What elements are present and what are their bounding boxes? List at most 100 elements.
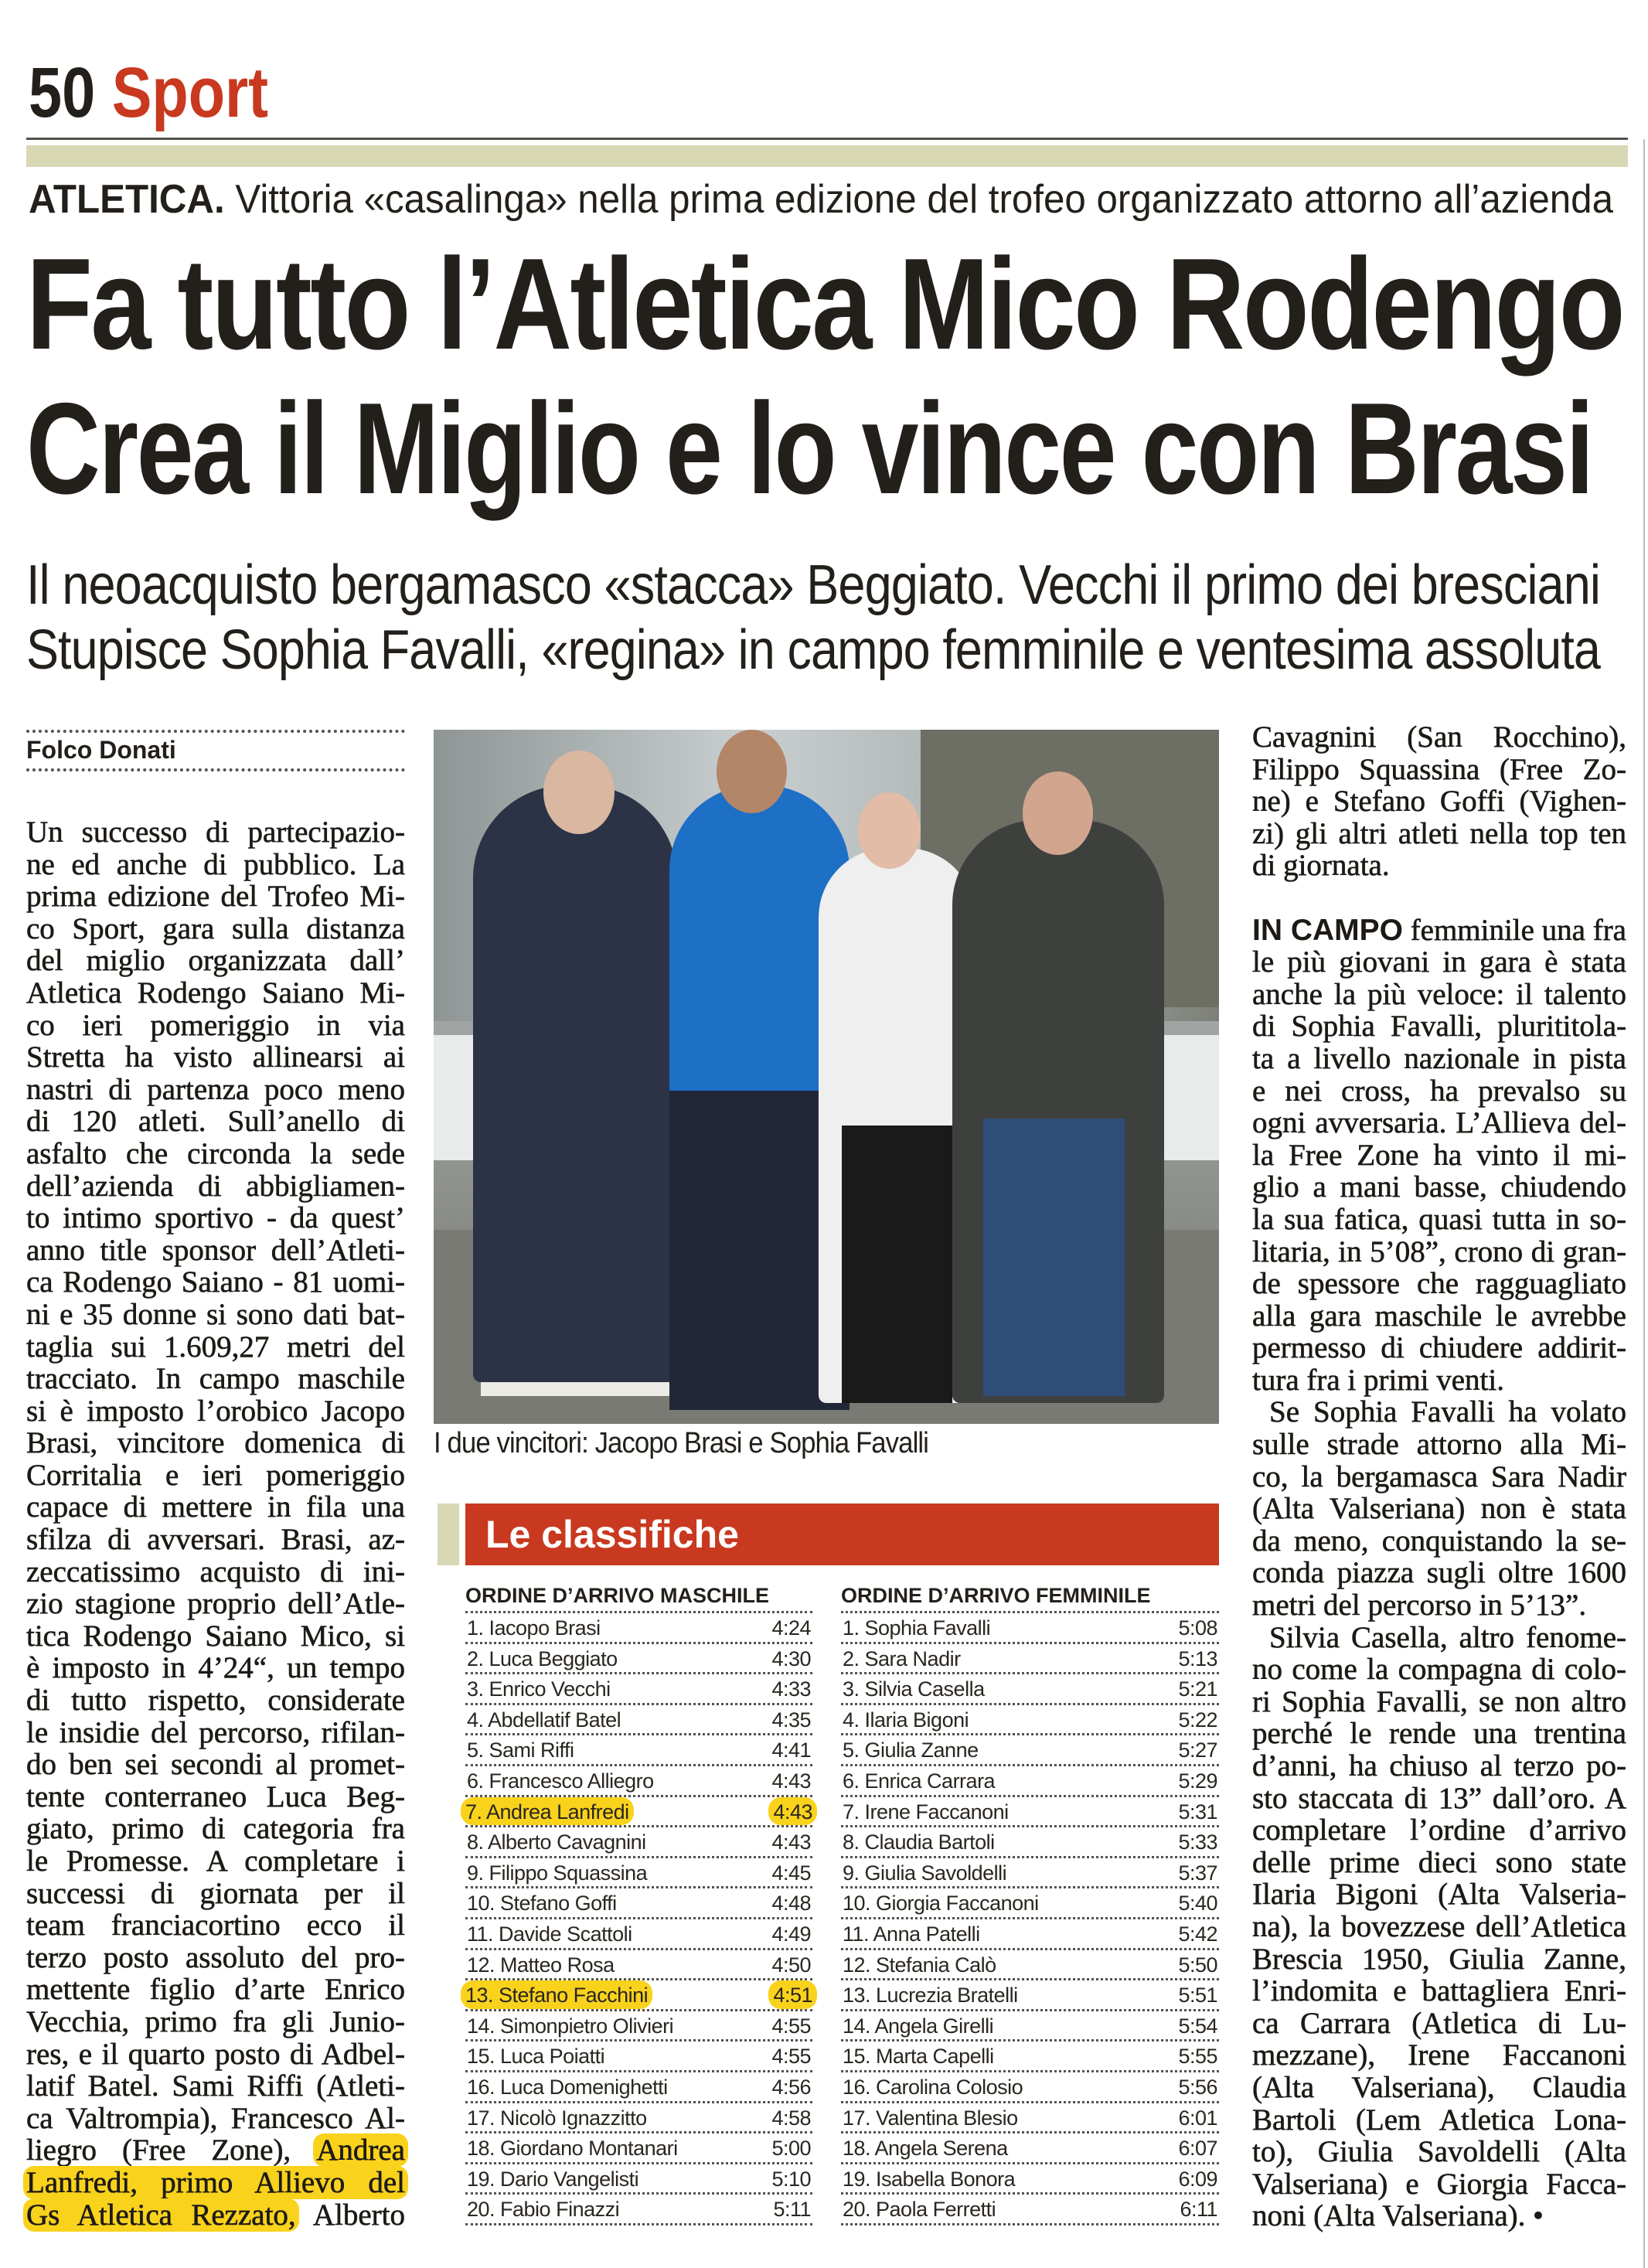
text-line: (Alta Valseriana), Claudia — [1252, 2070, 1627, 2104]
result-row: 15. Marta Capelli 5:55 — [841, 2042, 1219, 2072]
athlete-name: 17. Nicolò Ignazzitto — [467, 2106, 647, 2130]
results-title-bar: Le classifiche — [465, 1503, 1219, 1565]
text-line: IN CAMPO femminile una fra — [1252, 913, 1626, 947]
text-line: ca Carrara (Atletica di Lu- — [1252, 2006, 1627, 2040]
result-row: 5. Sami Riffi 4:41 — [465, 1735, 812, 1766]
finish-time: 4:35 — [771, 1708, 811, 1732]
person-1-head — [543, 750, 615, 834]
text-line: permesso di chiudere addirit- — [1252, 1331, 1627, 1365]
finish-time: 4:48 — [771, 1892, 811, 1916]
finish-time: 4:55 — [771, 2014, 811, 2038]
athlete-name: 10. Stefano Goffi — [467, 1892, 617, 1916]
athlete-name: 8. Alberto Cavagnini — [467, 1830, 646, 1854]
text-line: tura fra i primi venti. — [1252, 1363, 1505, 1397]
results-title: Le classifiche — [485, 1513, 739, 1556]
text-line: Lanfredi, primo Allievo del — [23, 2165, 408, 2199]
finish-time: 4:33 — [771, 1677, 811, 1701]
text-line: noni (Alta Valseriana). • — [1252, 2199, 1544, 2233]
text-line: anche la più veloce: il talento — [1252, 977, 1627, 1011]
text-line: co, la bergamasca Sara Nadir — [1252, 1459, 1627, 1493]
result-row: 20. Fabio Finazzi 5:11 — [465, 2195, 812, 2225]
text-line: sfilza di avversari. Brasi, az- — [26, 1523, 406, 1557]
text-line: na), la bovezzese dell’Atletica — [1252, 1909, 1627, 1943]
text-line: ta a livello nazionale in pista — [1252, 1041, 1627, 1075]
text-line: è imposto in 4’24“, un tempo — [26, 1651, 406, 1685]
athlete-name: 4. Ilaria Bigoni — [843, 1708, 969, 1732]
kicker-text: Vittoria «casalinga» nella prima edizion… — [224, 177, 1613, 222]
finish-time: 4:45 — [771, 1861, 811, 1885]
athlete-name: 4. Abdellatif Batel — [467, 1708, 621, 1732]
page-number: 50 — [29, 53, 96, 132]
finish-time: 4:56 — [771, 2075, 811, 2099]
athlete-name: 14. Simonpietro Olivieri — [467, 2014, 674, 2038]
athlete-name: 7. Andrea Lanfredi — [461, 1796, 634, 1826]
athlete-name: 12. Matteo Rosa — [467, 1953, 615, 1977]
finish-time: 5:42 — [1178, 1922, 1217, 1946]
finish-time: 6:07 — [1178, 2137, 1217, 2161]
athlete-name: 2. Sara Nadir — [843, 1647, 961, 1670]
text-line: terzo posto assoluto del pro- — [26, 1940, 406, 1974]
result-row: 7. Irene Faccanoni 5:31 — [841, 1797, 1219, 1828]
text-line: conda piazza sugli oltre 1600 — [1252, 1556, 1627, 1590]
text-line: Se Sophia Favalli ha volato — [1269, 1395, 1627, 1429]
result-row: 5. Giulia Zanne 5:27 — [841, 1735, 1219, 1766]
finish-time: 5:55 — [1178, 2045, 1217, 2069]
highlighted-text: Andrea — [313, 2133, 408, 2168]
result-row: 1. Sophia Favalli 5:08 — [841, 1613, 1219, 1644]
text-line: liegro (Free Zone), Andrea — [26, 2133, 408, 2168]
text-line: si è imposto l’orobico Jacopo — [26, 1394, 406, 1428]
finish-time: 6:11 — [1180, 2198, 1217, 2222]
athlete-name: 17. Valentina Blesio — [843, 2106, 1018, 2130]
text-line: di 120 atleti. Sull’anello di — [26, 1105, 406, 1139]
highlighted-text: Lanfredi, primo Allievo del — [23, 2165, 408, 2199]
text-line: asfalto che circonda la sede — [26, 1136, 406, 1170]
athlete-name: 6. Francesco Alliegro — [467, 1769, 654, 1793]
text-line: le più giovani in gara è stata — [1252, 945, 1627, 979]
result-row: 2. Luca Beggiato 4:30 — [465, 1644, 812, 1675]
result-row: 8. Alberto Cavagnini 4:43 — [465, 1827, 812, 1858]
finish-time: 5:51 — [1178, 1984, 1217, 2007]
result-row: 14. Angela Girelli 5:54 — [841, 2011, 1219, 2042]
subheadline-line-2: Stupisce Sophia Favalli, «regina» in cam… — [26, 619, 1601, 681]
athlete-name: 5. Giulia Zanne — [843, 1738, 979, 1762]
athlete-name: 10. Giorgia Faccanoni — [843, 1892, 1039, 1916]
page-edge-line — [1643, 139, 1645, 2268]
result-row: 3. Enrico Vecchi 4:33 — [465, 1674, 812, 1705]
female-results-table: ORDINE D’ARRIVO FEMMINILE 1. Sophia Fava… — [841, 1580, 1219, 2225]
athlete-name: 15. Luca Poiatti — [467, 2045, 605, 2069]
result-row: 11. Davide Scattoli 4:49 — [465, 1919, 812, 1950]
athlete-name: 6. Enrica Carrara — [843, 1769, 996, 1793]
text-line: completare l’ordine d’arrivo — [1252, 1813, 1627, 1847]
result-row: 17. Valentina Blesio 6:01 — [841, 2103, 1219, 2134]
athlete-name: 20. Paola Ferretti — [843, 2198, 996, 2222]
text-line: da meno, conquistando la se- — [1252, 1524, 1627, 1558]
podium-photo: 2 3 — [434, 730, 1219, 1424]
text-line: tracciato. In campo maschile — [26, 1362, 406, 1396]
article-column-left: Un successo di partecipazio-ne ed anche … — [23, 816, 408, 2232]
finish-time: 4:50 — [771, 1953, 811, 1977]
finish-time: 5:08 — [1178, 1616, 1217, 1640]
text-line: capace di mettere in fila una — [26, 1490, 406, 1524]
finish-time: 5:37 — [1178, 1861, 1217, 1885]
athlete-name: 13. Lucrezia Bratelli — [843, 1984, 1018, 2007]
text-line: l’indomita e battagliera Enri- — [1252, 1974, 1627, 2008]
text-line: giato, primo di categoria fra — [26, 1812, 406, 1846]
text-line: dell’azienda di abbigliamen- — [26, 1169, 406, 1203]
text-line: Corritalia e ieri pomeriggio — [26, 1458, 406, 1492]
finish-time: 4:51 — [768, 1980, 817, 2009]
person-2-head — [716, 730, 788, 813]
highlighted-text: Gs Atletica Rezzato, — [23, 2198, 299, 2232]
athlete-name: 18. Giordano Montanari — [467, 2137, 678, 2161]
result-row: 9. Giulia Savoldelli 5:37 — [841, 1858, 1219, 1889]
finish-time: 4:41 — [771, 1738, 811, 1762]
text-line: ca Valtrompia), Francesco Al- — [26, 2101, 406, 2135]
photo-caption: I due vincitori: Jacopo Brasi e Sophia F… — [434, 1427, 929, 1459]
finish-time: 5:11 — [773, 2198, 811, 2222]
article-column-right: Cavagnini (San Rocchino), Filippo Squassi… — [1252, 720, 1627, 2233]
text-line: taglia sui 1.609,27 metri del — [26, 1330, 406, 1364]
finish-time: 5:00 — [771, 2137, 811, 2161]
text-line: ne ed anche di pubblico. La — [26, 847, 406, 881]
athlete-name: 12. Stefania Calò — [843, 1953, 996, 1977]
person-4-legs — [983, 1118, 1125, 1397]
text-line: d’anni, ha chiuso al terzo po- — [1252, 1749, 1627, 1783]
